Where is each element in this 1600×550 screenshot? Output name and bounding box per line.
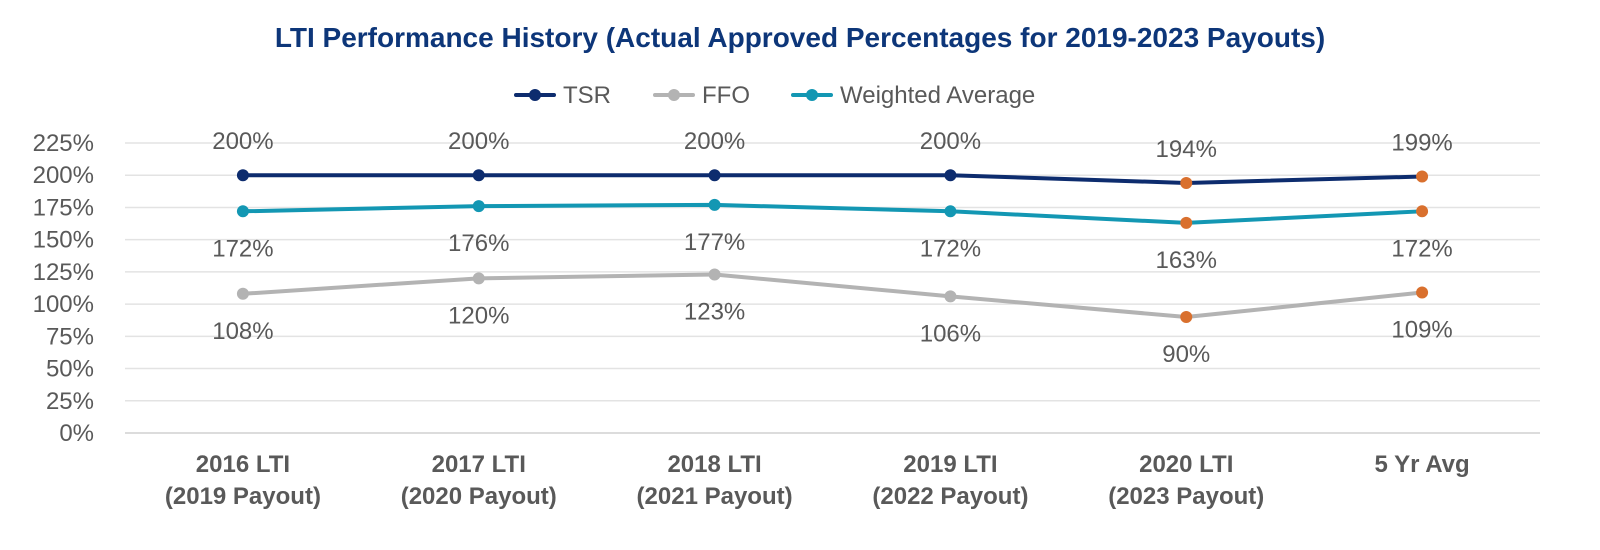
data-label-weighted-average: 163% <box>1156 247 1217 274</box>
data-labels: 200% 200% 200% 200% 194% 199% 108% 120% 123% 106%… <box>212 128 1453 368</box>
data-label-ffo: 120% <box>448 302 509 329</box>
data-label-tsr: 200% <box>684 128 745 155</box>
legend-marker-ffo <box>668 89 680 101</box>
y-tick-label: 0% <box>59 420 94 447</box>
data-point-tsr <box>1416 170 1429 183</box>
x-category-label: (2023 Payout) <box>1108 483 1264 510</box>
x-category-label: 2017 LTI <box>432 451 526 478</box>
x-category-label: (2021 Payout) <box>637 483 793 510</box>
y-tick-label: 175% <box>33 194 94 221</box>
data-label-ffo: 109% <box>1391 317 1452 344</box>
data-point-weighted-average <box>1416 205 1429 218</box>
series-line-weighted-average <box>240 202 1425 225</box>
y-tick-label: 100% <box>33 291 94 318</box>
data-label-weighted-average: 176% <box>448 230 509 257</box>
series-line-ffo <box>240 272 1425 319</box>
legend-label-weighted-average: Weighted Average <box>840 82 1035 109</box>
x-axis: 2016 LTI (2019 Payout) 2017 LTI (2020 Payou… <box>165 451 1470 510</box>
data-point-ffo <box>236 287 249 300</box>
y-tick-label: 50% <box>46 356 94 383</box>
data-label-ffo: 90% <box>1162 341 1210 368</box>
data-label-ffo: 123% <box>684 298 745 325</box>
y-tick-label: 125% <box>33 259 94 286</box>
y-axis: 0% 25% 50% 75% 100% 125% 150% 175% 200% 225% <box>33 130 94 447</box>
x-category-label: (2022 Payout) <box>872 483 1028 510</box>
data-label-tsr: 194% <box>1156 136 1217 163</box>
x-category-label: 2016 LTI <box>196 451 290 478</box>
legend: TSR FFO Weighted Average <box>514 82 1035 109</box>
y-tick-label: 225% <box>33 130 94 157</box>
data-label-weighted-average: 172% <box>212 235 273 262</box>
chart-title: LTI Performance History (Actual Approved… <box>274 22 1326 53</box>
legend-label-ffo: FFO <box>702 82 750 109</box>
data-label-weighted-average: 172% <box>1391 235 1452 262</box>
y-tick-label: 200% <box>33 162 94 189</box>
y-tick-label: 150% <box>33 227 94 254</box>
data-point-tsr <box>236 169 249 182</box>
data-point-ffo <box>1416 286 1429 299</box>
legend-label-tsr: TSR <box>563 82 611 109</box>
data-label-weighted-average: 172% <box>920 235 981 262</box>
y-tick-label: 75% <box>46 323 94 350</box>
data-point-tsr <box>1180 176 1193 189</box>
data-point-weighted-average <box>708 198 721 211</box>
data-label-tsr: 200% <box>212 128 273 155</box>
data-point-tsr <box>708 169 721 182</box>
data-label-ffo: 108% <box>212 318 273 345</box>
data-label-tsr: 199% <box>1391 130 1452 157</box>
x-category-label: (2019 Payout) <box>165 483 321 510</box>
data-label-tsr: 200% <box>448 128 509 155</box>
data-label-ffo: 106% <box>920 320 981 347</box>
y-tick-label: 25% <box>46 388 94 415</box>
data-point-tsr <box>944 169 957 182</box>
data-point-ffo <box>1180 311 1193 323</box>
data-point-ffo <box>472 272 485 285</box>
legend-marker-weighted-average <box>806 89 818 101</box>
data-point-ffo <box>708 268 721 281</box>
data-point-tsr <box>472 169 485 182</box>
series-line-tsr <box>240 173 1425 185</box>
data-point-weighted-average <box>472 200 485 213</box>
x-category-label: 2020 LTI <box>1139 451 1233 478</box>
x-category-label: 5 Yr Avg <box>1375 451 1470 478</box>
x-category-label: 2018 LTI <box>667 451 761 478</box>
x-category-label: (2020 Payout) <box>401 483 557 510</box>
data-point-weighted-average <box>236 205 249 218</box>
data-label-tsr: 200% <box>920 128 981 155</box>
data-label-weighted-average: 177% <box>684 229 745 256</box>
legend-marker-tsr <box>529 89 541 101</box>
data-point-weighted-average <box>1180 216 1193 229</box>
data-point-weighted-average <box>944 205 957 218</box>
data-point-ffo <box>944 290 957 303</box>
x-category-label: 2019 LTI <box>903 451 997 478</box>
series <box>236 169 1429 323</box>
